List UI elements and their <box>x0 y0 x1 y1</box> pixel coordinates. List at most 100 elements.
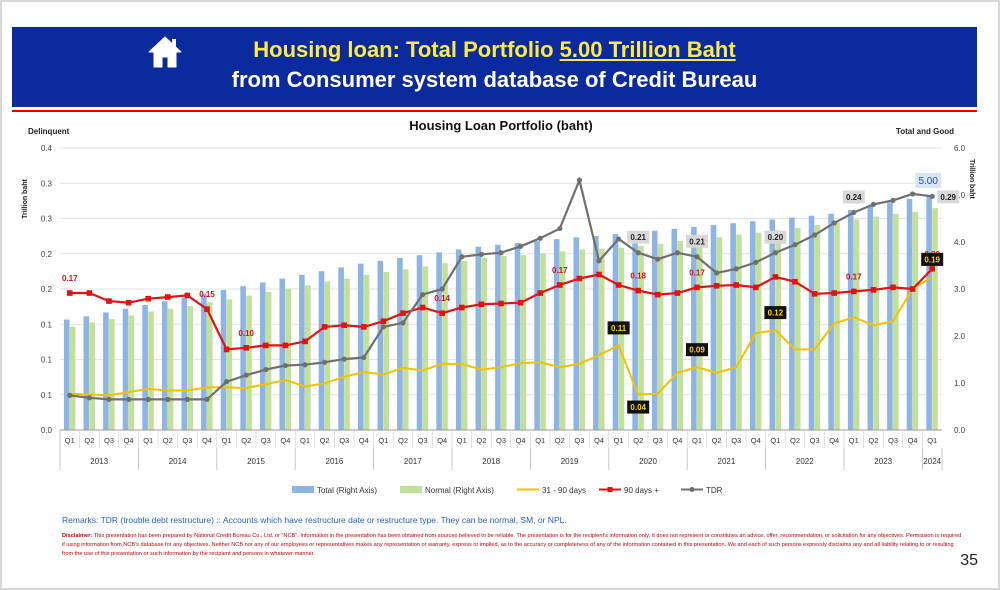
bar-normal <box>579 249 585 430</box>
marker-tdr <box>498 250 504 256</box>
left-tick-label: 0.3 <box>41 179 53 188</box>
left-tick-label: 0.4 <box>41 144 53 153</box>
data-label-31-90: 0.19 <box>924 255 940 264</box>
marker-90-plus <box>439 310 445 316</box>
title-banner: Housing loan: Total Portfolio 5.00 Trill… <box>12 27 977 107</box>
data-label-90-plus: 0.17 <box>689 268 705 277</box>
data-label-90-plus: 0.15 <box>199 290 215 299</box>
quarter-tick-label: Q3 <box>653 436 663 445</box>
data-label-tdr: 0.20 <box>768 233 784 242</box>
page-title: Housing loan: Total Portfolio 5.00 Trill… <box>12 37 977 63</box>
bar-total <box>279 278 286 430</box>
bar-total <box>632 232 638 430</box>
bar-total <box>828 213 834 430</box>
marker-90-plus <box>557 282 563 288</box>
left-unit-label: Trillion baht <box>22 179 29 219</box>
year-tick-label: 2016 <box>326 457 344 466</box>
marker-tdr <box>655 256 661 262</box>
bar-total <box>671 228 678 430</box>
disclaimer-body: This presentation has been prepared by N… <box>62 533 962 557</box>
data-label-box-total <box>915 173 942 188</box>
quarter-tick-label: Q2 <box>790 436 800 445</box>
bar-total <box>514 242 521 430</box>
marker-tdr <box>322 359 328 365</box>
marker-tdr <box>635 250 641 256</box>
quarter-tick-label: Q4 <box>672 436 682 445</box>
legend-swatch-normal <box>400 486 422 493</box>
marker-tdr <box>165 396 171 402</box>
marker-90-plus <box>321 324 328 330</box>
year-tick-label: 2022 <box>796 457 814 466</box>
marker-90-plus <box>929 266 935 272</box>
marker-tdr <box>459 254 465 260</box>
marker-90-plus <box>909 286 916 292</box>
bar-total <box>573 237 580 430</box>
bar-normal <box>599 248 605 430</box>
bar-normal <box>344 278 350 430</box>
marker-tdr <box>792 242 798 248</box>
marker-tdr <box>400 320 406 326</box>
bar-total <box>475 246 482 430</box>
right-tick-label: 4.0 <box>954 238 966 247</box>
bar-normal <box>403 269 409 430</box>
marker-90-plus <box>851 288 857 295</box>
right-axis-title: Total and Good <box>896 127 954 136</box>
quarter-tick-label: Q2 <box>241 436 251 445</box>
marker-90-plus <box>713 282 720 289</box>
legend-label-total: Total (Right Axis) <box>317 486 377 495</box>
marker-90-plus <box>145 295 151 302</box>
right-tick-label: 2.0 <box>954 332 966 341</box>
quarter-tick-label: Q3 <box>182 436 192 445</box>
data-label-90-plus: 0.10 <box>238 329 254 338</box>
year-tick-label: 2019 <box>561 457 579 466</box>
year-tick-label: 2023 <box>874 457 892 466</box>
quarter-tick-label: Q2 <box>163 436 173 445</box>
marker-tdr <box>518 243 524 249</box>
year-tick-label: 2017 <box>404 457 422 466</box>
right-tick-label: 6.0 <box>954 144 966 153</box>
marker-tdr <box>243 372 249 378</box>
bar-normal <box>383 272 389 430</box>
right-tick-label: 1.0 <box>954 379 966 388</box>
quarter-tick-label: Q3 <box>261 436 271 445</box>
year-tick-label: 2015 <box>247 457 265 466</box>
marker-tdr <box>439 286 445 292</box>
marker-tdr <box>831 220 837 226</box>
bar-normal <box>873 216 879 430</box>
quarter-tick-label: Q1 <box>222 436 232 445</box>
bar-total <box>416 255 423 430</box>
housing-loan-chart: Housing Loan Portfolio (baht) Delinquent T… <box>22 118 975 495</box>
bar-total <box>338 267 344 430</box>
quarter-tick-label: Q3 <box>104 436 114 445</box>
marker-tdr <box>753 259 759 266</box>
bar-normal <box>716 237 723 430</box>
bar-normal <box>618 247 625 430</box>
bar-normal <box>834 222 840 430</box>
marker-tdr <box>929 193 935 199</box>
marker-90-plus <box>243 345 249 351</box>
bar-total <box>122 308 129 430</box>
data-label-tdr: 0.29 <box>940 193 956 202</box>
bar-total <box>201 293 207 430</box>
bar-total <box>299 274 305 430</box>
bar-normal <box>442 263 448 430</box>
marker-90-plus <box>537 290 543 296</box>
marker-tdr <box>576 177 583 183</box>
data-label-90-plus: 0.17 <box>62 274 78 283</box>
marker-tdr <box>733 266 739 272</box>
bar-normal <box>109 319 115 430</box>
marker-90-plus <box>106 298 112 304</box>
bar-normal <box>207 302 213 430</box>
right-tick-label: 3.0 <box>954 285 966 294</box>
quarter-tick-label: Q1 <box>614 436 624 445</box>
year-tick-label: 2020 <box>639 457 657 466</box>
bar-normal <box>501 256 507 430</box>
marker-90-plus <box>694 284 700 291</box>
quarter-tick-label: Q4 <box>594 436 604 445</box>
data-label-31-90: 0.12 <box>768 309 784 318</box>
marker-tdr <box>282 362 288 369</box>
quarter-tick-label: Q1 <box>770 436 780 445</box>
bar-total <box>83 316 90 430</box>
quarter-tick-label: Q4 <box>124 436 134 445</box>
bar-normal <box>265 291 272 430</box>
